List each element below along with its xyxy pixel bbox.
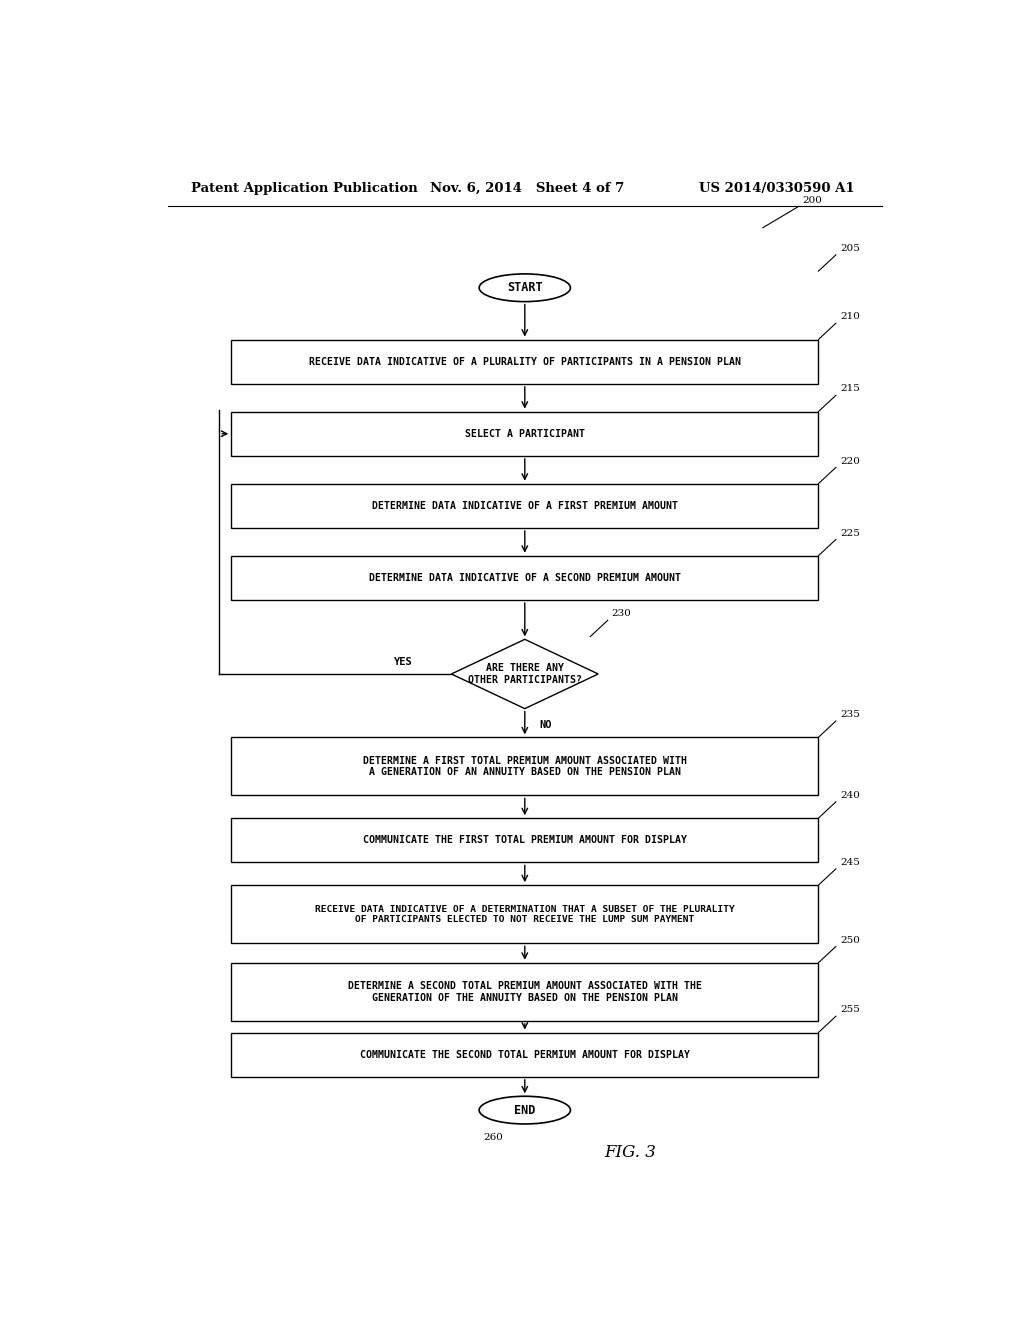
- Text: 200: 200: [803, 195, 822, 205]
- Text: 245: 245: [840, 858, 860, 867]
- FancyBboxPatch shape: [231, 886, 818, 944]
- FancyBboxPatch shape: [231, 412, 818, 455]
- FancyBboxPatch shape: [231, 556, 818, 601]
- Text: DETERMINE A SECOND TOTAL PREMIUM AMOUNT ASSOCIATED WITH THE
GENERATION OF THE AN: DETERMINE A SECOND TOTAL PREMIUM AMOUNT …: [348, 981, 701, 1003]
- Text: START: START: [507, 281, 543, 294]
- Text: END: END: [514, 1104, 536, 1117]
- Text: RECEIVE DATA INDICATIVE OF A PLURALITY OF PARTICIPANTS IN A PENSION PLAN: RECEIVE DATA INDICATIVE OF A PLURALITY O…: [309, 356, 740, 367]
- Text: 215: 215: [840, 384, 860, 393]
- Text: Patent Application Publication: Patent Application Publication: [191, 182, 418, 194]
- Text: NO: NO: [539, 719, 552, 730]
- Text: DETERMINE DATA INDICATIVE OF A SECOND PREMIUM AMOUNT: DETERMINE DATA INDICATIVE OF A SECOND PR…: [369, 573, 681, 583]
- Text: 225: 225: [840, 528, 860, 537]
- Text: 210: 210: [840, 313, 860, 321]
- Text: 230: 230: [611, 610, 632, 619]
- Text: 235: 235: [840, 710, 860, 719]
- Ellipse shape: [479, 275, 570, 302]
- Text: 255: 255: [840, 1006, 860, 1014]
- Text: 240: 240: [840, 791, 860, 800]
- FancyBboxPatch shape: [231, 962, 818, 1020]
- Text: DETERMINE DATA INDICATIVE OF A FIRST PREMIUM AMOUNT: DETERMINE DATA INDICATIVE OF A FIRST PRE…: [372, 500, 678, 511]
- Text: SELECT A PARTICIPANT: SELECT A PARTICIPANT: [465, 429, 585, 438]
- Text: Nov. 6, 2014   Sheet 4 of 7: Nov. 6, 2014 Sheet 4 of 7: [430, 182, 624, 194]
- Text: 260: 260: [483, 1133, 503, 1142]
- FancyBboxPatch shape: [231, 483, 818, 528]
- Text: 205: 205: [840, 244, 860, 253]
- Text: 220: 220: [840, 457, 860, 466]
- Text: FIG. 3: FIG. 3: [604, 1144, 656, 1162]
- Polygon shape: [452, 639, 598, 709]
- Text: YES: YES: [394, 656, 413, 667]
- Text: 250: 250: [840, 936, 860, 945]
- FancyBboxPatch shape: [231, 818, 818, 862]
- Text: ARE THERE ANY
OTHER PARTICIPANTS?: ARE THERE ANY OTHER PARTICIPANTS?: [468, 663, 582, 685]
- Text: DETERMINE A FIRST TOTAL PREMIUM AMOUNT ASSOCIATED WITH
A GENERATION OF AN ANNUIT: DETERMINE A FIRST TOTAL PREMIUM AMOUNT A…: [362, 755, 687, 777]
- Text: COMMUNICATE THE FIRST TOTAL PREMIUM AMOUNT FOR DISPLAY: COMMUNICATE THE FIRST TOTAL PREMIUM AMOU…: [362, 836, 687, 845]
- Text: US 2014/0330590 A1: US 2014/0330590 A1: [699, 182, 855, 194]
- Ellipse shape: [479, 1096, 570, 1125]
- Text: RECEIVE DATA INDICATIVE OF A DETERMINATION THAT A SUBSET OF THE PLURALITY
OF PAR: RECEIVE DATA INDICATIVE OF A DETERMINATI…: [315, 904, 734, 924]
- FancyBboxPatch shape: [231, 738, 818, 796]
- FancyBboxPatch shape: [231, 339, 818, 384]
- Text: COMMUNICATE THE SECOND TOTAL PERMIUM AMOUNT FOR DISPLAY: COMMUNICATE THE SECOND TOTAL PERMIUM AMO…: [359, 1049, 690, 1060]
- FancyBboxPatch shape: [231, 1032, 818, 1077]
